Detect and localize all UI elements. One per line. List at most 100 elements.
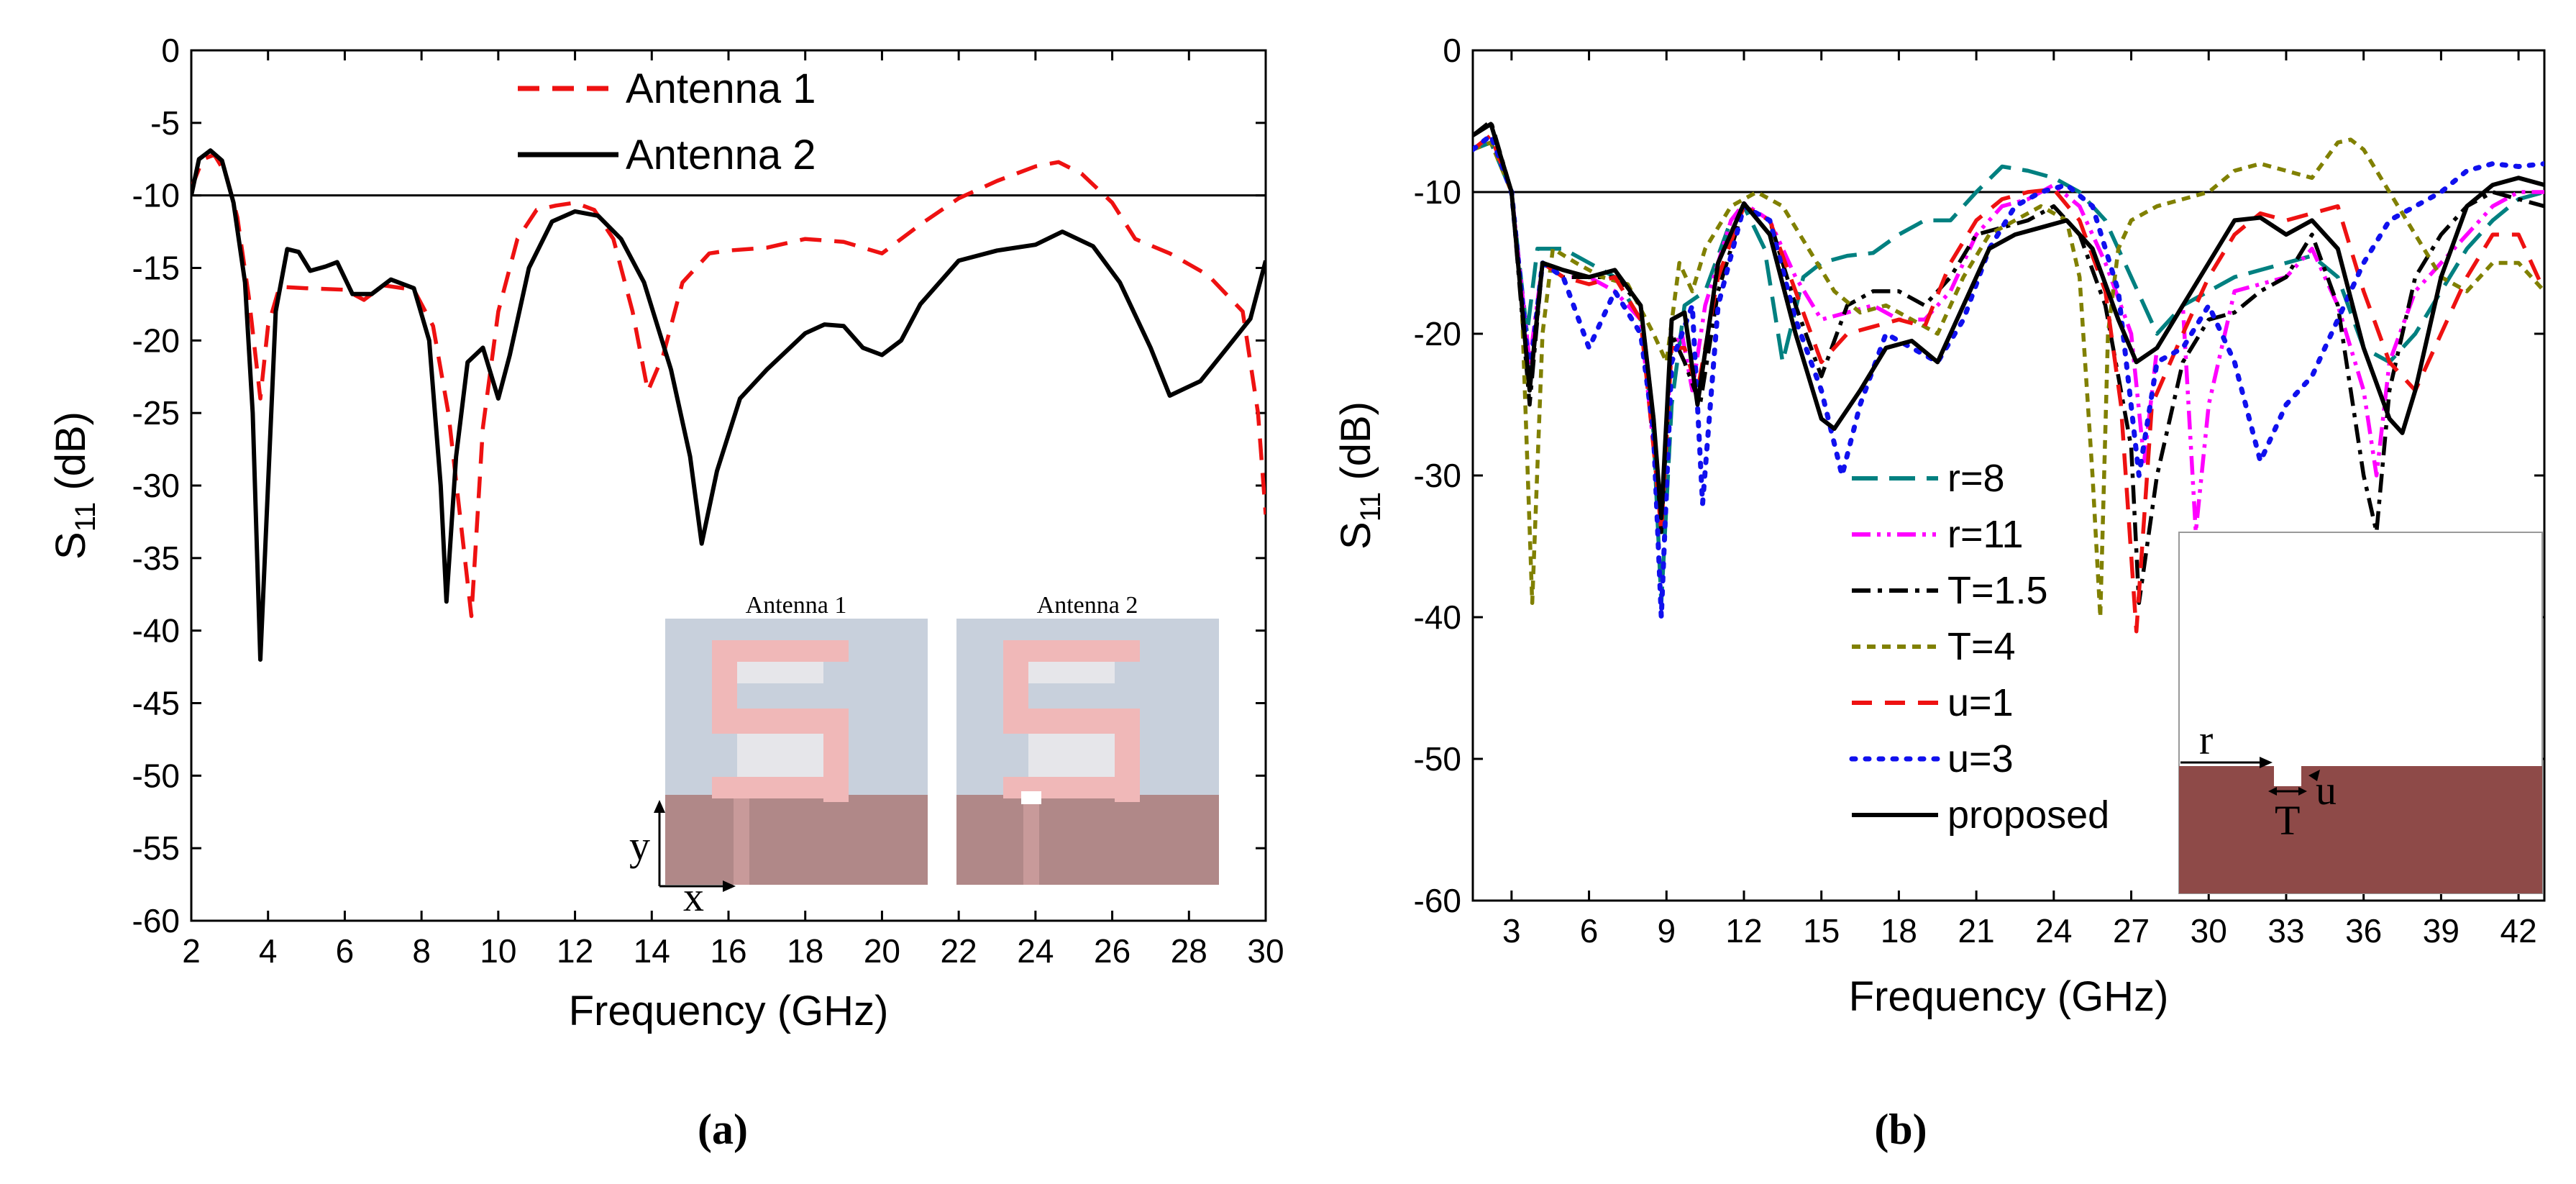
y-tick-label-b: -10 [1414, 173, 1461, 211]
inset-a-title-2: Antenna 2 [1037, 592, 1138, 619]
legend-label-T4: T=4 [1947, 625, 2016, 668]
y-tick-label-a: -50 [132, 757, 180, 794]
legend-label-u1: u=1 [1947, 681, 2014, 724]
panel-b: 3 6 9 12 15 18 21 24 27 30 33 36 39 420-10-20-30-40-5… [1333, 32, 2546, 1153]
inset-a-x-label: x [683, 873, 704, 920]
y-axis-label-b: S11 (dB) [1333, 401, 1387, 550]
y-axis-label-a-sub: 11 [70, 502, 101, 532]
inset-b-label-r: r [2199, 716, 2213, 763]
y-tick-label-b: -40 [1414, 598, 1461, 636]
x-axis-label-b: Frequency (GHz) [1849, 973, 2169, 1020]
y-tick-label-a: -25 [132, 394, 180, 432]
legend-label-antenna-1: Antenna 1 [626, 65, 816, 112]
legend-label-u3: u=3 [1947, 737, 2014, 780]
inset-a-patch-2 [1003, 640, 1140, 885]
y-tick-label-b: -20 [1414, 315, 1461, 352]
x-tick-label-a: 8 [412, 932, 431, 970]
x-tick-label-b: 39 [2423, 912, 2459, 950]
y-tick-label-a: -35 [132, 539, 180, 577]
y-axis-label-a-main: S [47, 532, 94, 560]
inset-a-y-arrowhead [654, 800, 665, 813]
y-axis-label-b-unit: (dB) [1333, 401, 1379, 492]
legend-label-r8: r=8 [1947, 457, 2005, 500]
svg-text:S11 (dB): S11 (dB) [47, 411, 101, 560]
inset-b-T-arrowhead-left [2268, 787, 2277, 796]
x-tick-label-a: 24 [1017, 932, 1054, 970]
x-tick-label-a: 28 [1171, 932, 1207, 970]
series-group-a [191, 148, 1266, 662]
legend-label-proposed: proposed [1947, 793, 2109, 837]
y-tick-label-a: -30 [132, 467, 180, 504]
x-tick-label-a: 30 [1247, 932, 1284, 970]
x-tick-label-a: 20 [864, 932, 900, 970]
x-tick-label-b: 33 [2267, 912, 2304, 950]
y-axis-label-b-main: S [1333, 522, 1379, 550]
legend-b: r=8 r=11 T=1.5 T=4 u=1 u=3 proposed [1849, 457, 2109, 837]
y-tick-label-b: -30 [1414, 457, 1461, 494]
caption-a: (a) [698, 1106, 748, 1153]
series-group-b [1473, 119, 2544, 634]
series-line-b-5 [1473, 132, 2544, 620]
y-axis-label-a-unit: (dB) [47, 411, 94, 502]
x-tick-label-a: 2 [182, 932, 201, 970]
inset-a-ground-1 [665, 795, 928, 885]
y-tick-label-a: -5 [150, 104, 180, 142]
x-tick-label-b: 9 [1657, 912, 1676, 950]
y-tick-label-a: -15 [132, 250, 180, 287]
x-tick-label-a: 14 [634, 932, 670, 970]
x-tick-label-a: 16 [710, 932, 746, 970]
x-tick-label-a: 12 [557, 932, 593, 970]
inset-a-ground-2 [956, 795, 1219, 885]
x-tick-label-a: 6 [336, 932, 355, 970]
x-tick-label-a: 4 [259, 932, 278, 970]
inset-a-x-arrowhead [723, 880, 736, 892]
x-tick-label-a: 18 [787, 932, 823, 970]
inset-a-patch-1 [712, 640, 849, 885]
y-tick-label-a: -10 [132, 177, 180, 214]
y-axis-label-a: S11 (dB) [47, 411, 101, 560]
x-tick-label-b: 27 [2113, 912, 2150, 950]
y-tick-label-a: -40 [132, 612, 180, 650]
y-tick-label-a: -45 [132, 685, 180, 722]
y-tick-label-b: -60 [1414, 882, 1461, 919]
x-tick-label-b: 3 [1502, 912, 1521, 950]
y-tick-label-a: 0 [161, 32, 180, 69]
legend-label-antenna-2: Antenna 2 [626, 132, 816, 178]
y-tick-label-a: -20 [132, 322, 180, 359]
series-line-b-4 [1473, 133, 2544, 634]
x-tick-label-a: 10 [480, 932, 516, 970]
inset-antenna-geometry-a: Antenna 1 Antenna 2 y x [629, 592, 1219, 920]
inset-b-ground [2179, 766, 2542, 893]
y-axis-label-b-sub: 11 [1355, 492, 1387, 522]
caption-b: (b) [1874, 1106, 1927, 1153]
inset-b-r-arrowhead [2260, 757, 2273, 768]
series-line-b-6 [1473, 122, 2544, 521]
panel-a: 2 4 6 8 10 12 14 16 18 20 22 24 26 28 300-5-10-15-20-2… [47, 32, 1284, 1153]
x-tick-label-b: 6 [1580, 912, 1599, 950]
x-tick-label-b: 21 [1958, 912, 1995, 950]
svg-text:S11 (dB): S11 (dB) [1333, 401, 1387, 550]
x-tick-label-b: 24 [2035, 912, 2072, 950]
x-tick-label-b: 15 [1803, 912, 1840, 950]
legend-label-r11: r=11 [1947, 513, 2024, 556]
inset-a-y-label: y [629, 822, 650, 869]
x-tick-label-b: 30 [2191, 912, 2227, 950]
x-tick-label-b: 12 [1725, 912, 1762, 950]
inset-a-title-1: Antenna 1 [746, 592, 847, 619]
legend-label-T15: T=1.5 [1947, 569, 2048, 612]
inset-ground-notch-b: r T u [2178, 532, 2543, 894]
y-tick-label-a: -60 [132, 902, 180, 939]
axis-ticks-a: 2 4 6 8 10 12 14 16 18 20 22 24 26 28 300-5-10-15-20-2… [132, 32, 1284, 970]
inset-b-notch [2274, 766, 2301, 786]
y-tick-label-b: -50 [1414, 740, 1461, 778]
y-tick-label-b: 0 [1443, 32, 1461, 69]
x-tick-label-b: 42 [2500, 912, 2537, 950]
axis-ticks-b: 3 6 9 12 15 18 21 24 27 30 33 36 39 420-10-20-30-40-5… [1414, 32, 2544, 950]
x-tick-label-b: 36 [2345, 912, 2382, 950]
x-axis-label-a: Frequency (GHz) [569, 988, 889, 1034]
inset-b-u-arrowhead [2308, 770, 2320, 781]
series-line-a-0 [191, 152, 1266, 619]
y-tick-label-a: -55 [132, 829, 180, 867]
x-tick-label-b: 18 [1881, 912, 1917, 950]
